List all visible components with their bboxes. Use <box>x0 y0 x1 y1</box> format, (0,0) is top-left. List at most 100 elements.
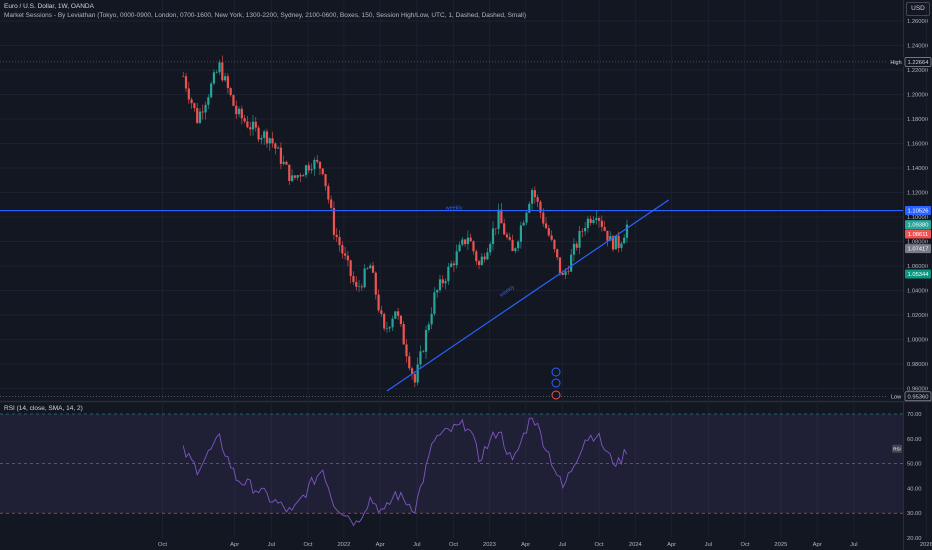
price-label-box <box>905 244 931 254</box>
candle-body <box>399 315 403 324</box>
price-label-value: 1.10526 <box>908 209 929 215</box>
currency-selector[interactable]: USD <box>906 2 930 16</box>
candle-body <box>221 62 224 81</box>
candle-body <box>477 261 481 265</box>
candle-body <box>201 111 204 113</box>
price-tick-label: 0.96000 <box>907 387 928 393</box>
candle-body <box>285 161 288 165</box>
candle-body <box>313 159 316 170</box>
candle-body <box>190 99 193 104</box>
candle-body <box>561 272 564 275</box>
candle-body <box>290 175 294 182</box>
candle-body <box>603 226 606 231</box>
candle-body <box>251 121 255 130</box>
candle-body <box>204 104 207 113</box>
candle-body <box>335 234 338 237</box>
candle-body <box>391 318 394 328</box>
candle-body <box>357 286 361 288</box>
candle-body <box>198 111 202 123</box>
candle-body <box>327 186 330 200</box>
candle-body <box>553 239 556 250</box>
calendar-event-icon <box>551 390 561 400</box>
price-label-box <box>904 57 932 67</box>
time-tick-label: Oct <box>158 542 167 548</box>
time-tick-label: Apr <box>376 542 385 548</box>
candle-body <box>184 76 188 89</box>
candle-body <box>422 351 425 352</box>
candle-body <box>581 230 584 232</box>
price-tick-label: 1.10000 <box>907 215 928 221</box>
candle-body <box>302 175 305 177</box>
candle-body <box>458 244 461 252</box>
candle-body <box>572 243 576 255</box>
price-label-value: 0.95360 <box>908 394 929 400</box>
candle-body <box>536 197 539 202</box>
candle-body <box>207 97 210 105</box>
candle-body <box>522 222 525 226</box>
candle-body <box>472 241 475 252</box>
hline-label: weekly <box>445 206 463 212</box>
candle-body <box>246 121 249 128</box>
candle-body <box>433 292 436 314</box>
time-tick-label: Oct <box>304 542 313 548</box>
time-tick-label: Apr <box>813 542 822 548</box>
candle-body <box>349 260 352 277</box>
candle-body <box>497 209 500 229</box>
price-label-tag <box>888 57 904 67</box>
candle-body <box>519 225 523 242</box>
candle-body <box>589 218 592 224</box>
candle-body <box>450 263 453 267</box>
candle-body <box>511 239 514 252</box>
price-label-text: Low <box>891 394 901 400</box>
candles <box>182 55 629 388</box>
candle-body <box>597 218 601 221</box>
price-tick-label: 1.24000 <box>907 44 928 50</box>
price-tick-label: 1.02000 <box>907 313 928 319</box>
candle-body <box>447 266 450 282</box>
price-label-value: 1.08611 <box>908 232 929 238</box>
candle-body <box>408 356 411 369</box>
price-tick-label: 1.00000 <box>907 338 928 344</box>
candle-body <box>385 328 389 330</box>
candle-body <box>215 72 218 73</box>
candle-body <box>584 227 587 232</box>
candle-body <box>550 235 553 240</box>
candle-body <box>397 311 400 316</box>
time-tick-label: Jul <box>413 542 420 548</box>
price-tick-label: 1.18000 <box>907 117 928 123</box>
candle-body <box>508 237 511 240</box>
candle-body <box>427 324 430 331</box>
candle-body <box>570 254 573 272</box>
candle-body <box>355 282 358 287</box>
price-label-box <box>905 220 931 230</box>
candle-body <box>556 249 559 258</box>
candle-body <box>254 121 257 128</box>
candle-body <box>402 323 405 345</box>
candle-body <box>614 235 617 250</box>
candle-body <box>494 228 497 230</box>
candle-body <box>623 237 626 244</box>
candle-body <box>193 103 196 109</box>
price-tick-label: 1.12000 <box>907 191 928 197</box>
candle-body <box>257 127 260 140</box>
rsi-tick-label: 40.00 <box>907 486 922 492</box>
candle-body <box>436 290 439 293</box>
candle-body <box>558 257 562 273</box>
price-label-box <box>905 269 931 279</box>
candle-body <box>293 175 296 178</box>
time-tick-label: 2025 <box>774 542 787 548</box>
candle-body <box>338 236 341 246</box>
candle-body <box>483 256 486 260</box>
candle-body <box>514 248 517 252</box>
time-tick-label: Oct <box>449 542 458 548</box>
price-tick-label: 1.04000 <box>907 289 928 295</box>
candle-body <box>419 351 422 365</box>
candle-body <box>466 237 469 245</box>
candle-body <box>517 241 520 249</box>
candle-body <box>609 236 612 241</box>
candle-body <box>330 199 333 208</box>
candle-body <box>187 88 190 100</box>
time-tick-label: 2024 <box>629 542 643 548</box>
